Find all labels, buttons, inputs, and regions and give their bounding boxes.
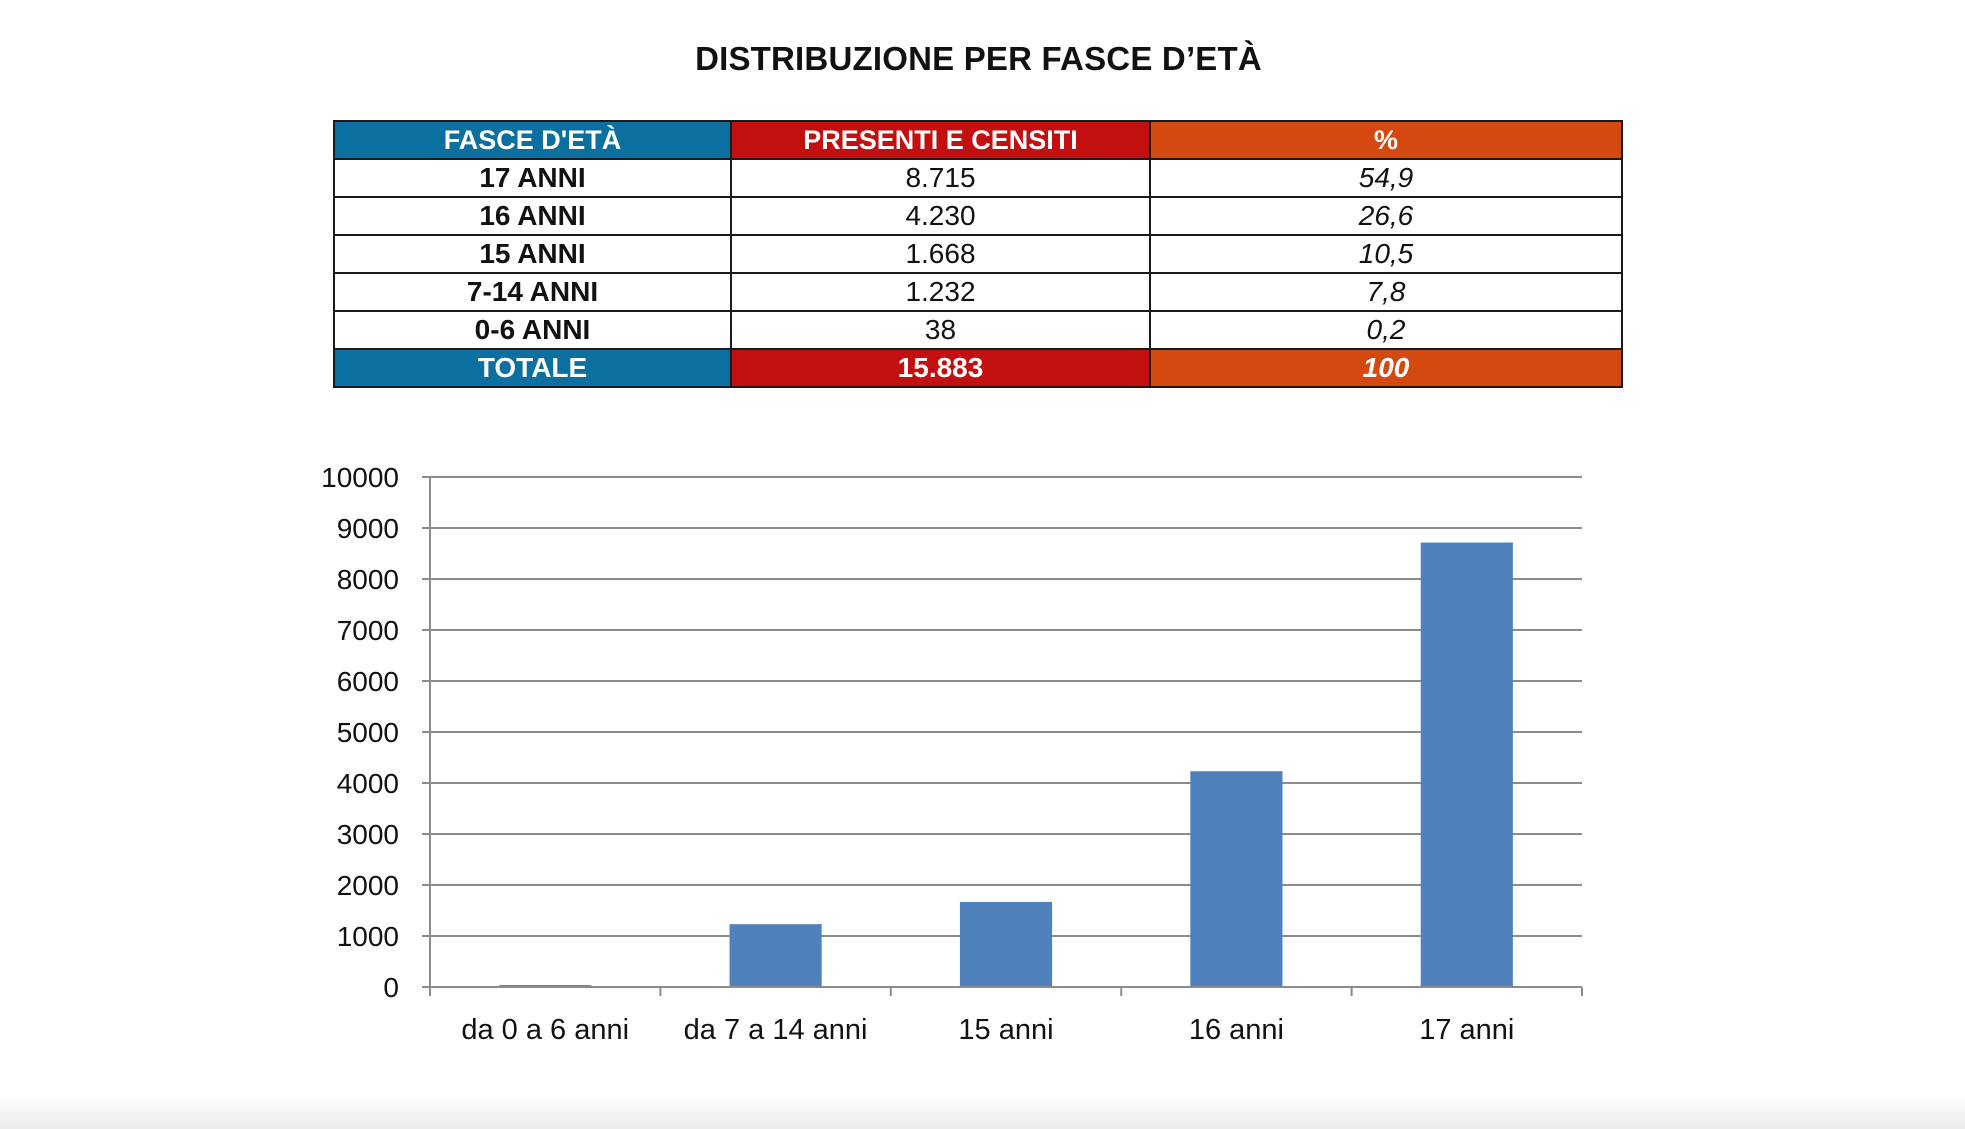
count-cell: 1.232 (730, 272, 1151, 312)
table-row: 15 ANNI 1.668 10,5 (333, 234, 1623, 274)
bar (729, 924, 822, 987)
table-row: 16 ANNI 4.230 26,6 (333, 196, 1623, 236)
bar (959, 901, 1053, 987)
bar (1420, 542, 1513, 987)
total-percentage-cell: 100 (1149, 348, 1623, 388)
x-category-label: 16 anni (1189, 1014, 1284, 1046)
header-percentage: % (1149, 120, 1623, 160)
y-tick-label: 5000 (337, 717, 399, 748)
x-category-label: 17 anni (1419, 1014, 1514, 1046)
table-row: 7-14 ANNI 1.232 7,8 (333, 272, 1623, 312)
age-group-cell: 16 ANNI (333, 196, 732, 236)
count-cell: 1.668 (730, 234, 1151, 274)
y-tick-label: 7000 (337, 615, 399, 646)
age-group-cell: 17 ANNI (333, 158, 732, 198)
y-tick-label: 10000 (321, 462, 399, 493)
count-cell: 8.715 (730, 158, 1151, 198)
y-tick-label: 2000 (337, 870, 399, 901)
y-tick-label: 4000 (337, 768, 399, 799)
total-label-cell: TOTALE (333, 348, 732, 388)
y-tick-label: 8000 (337, 564, 399, 595)
y-tick-label: 6000 (337, 666, 399, 697)
percentage-cell: 26,6 (1149, 196, 1623, 236)
total-count-cell: 15.883 (730, 348, 1151, 388)
table-row: 17 ANNI 8.715 54,9 (333, 158, 1623, 198)
x-category-label: da 7 a 14 anni (684, 1014, 868, 1046)
page-bottom-edge (0, 1095, 1965, 1129)
age-bar-chart: 0 1000 2000 3000 4000 5000 6000 7000 8000 9000 100… (321, 462, 1583, 1046)
percentage-cell: 0,2 (1149, 310, 1623, 350)
header-present-count: PRESENTI E CENSITI (730, 120, 1151, 160)
bar (1190, 771, 1283, 987)
percentage-cell: 10,5 (1149, 234, 1623, 274)
y-tick-label: 0 (383, 972, 399, 1003)
count-cell: 38 (730, 310, 1151, 350)
count-cell: 4.230 (730, 196, 1151, 236)
table-header-row: FASCE D'ETÀ PRESENTI E CENSITI % (333, 120, 1623, 160)
age-distribution-table: FASCE D'ETÀ PRESENTI E CENSITI % 17 ANNI… (333, 120, 1623, 388)
x-category-label: 15 anni (958, 1014, 1053, 1046)
y-tick-label: 1000 (337, 921, 399, 952)
x-category-label: da 0 a 6 anni (461, 1014, 629, 1046)
age-group-cell: 0-6 ANNI (333, 310, 732, 350)
y-tick-label: 3000 (337, 819, 399, 850)
percentage-cell: 54,9 (1149, 158, 1623, 198)
percentage-cell: 7,8 (1149, 272, 1623, 312)
age-group-cell: 7-14 ANNI (333, 272, 732, 312)
age-group-cell: 15 ANNI (333, 234, 732, 274)
table-row: 0-6 ANNI 38 0,2 (333, 310, 1623, 350)
y-tick-label: 9000 (337, 513, 399, 544)
page-title: DISTRIBUZIONE PER FASCE D’ETÀ (695, 40, 1262, 77)
header-age-group: FASCE D'ETÀ (333, 120, 732, 160)
total-row: TOTALE 15.883 100 (333, 348, 1623, 388)
